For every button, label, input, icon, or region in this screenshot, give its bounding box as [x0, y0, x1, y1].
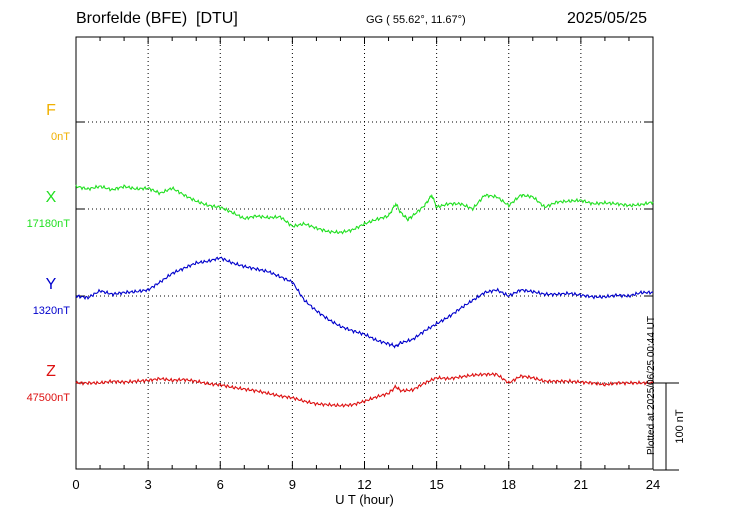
trace-x [75, 184, 654, 235]
x-tick-label: 9 [289, 477, 296, 492]
x-tick-label: 18 [502, 477, 516, 492]
series-name-f: F [46, 102, 56, 119]
x-tick-label: 3 [145, 477, 152, 492]
x-tick-label: 0 [72, 477, 79, 492]
x-axis-title: U T (hour) [335, 492, 394, 507]
date-label: 2025/05/25 [567, 10, 648, 27]
series-name-z: Z [46, 363, 56, 380]
trace-y [75, 256, 654, 349]
baseline-label-y: 1320nT [33, 305, 71, 317]
series-name-x: X [46, 189, 57, 206]
station-title: Brorfelde (BFE) [DTU] [76, 10, 238, 28]
baseline-label-x: 17180nT [27, 218, 71, 230]
series-name-y: Y [46, 276, 57, 293]
institute-label: [DTU] [196, 10, 238, 27]
baseline-label-f: 0nT [51, 131, 70, 143]
trace-z [75, 372, 654, 408]
scale-bar-label: 100 nT [674, 409, 686, 444]
plotted-timestamp: Plotted at 2025/06/25 00:44 UT [646, 316, 657, 455]
station-name: Brorfelde (BFE) [76, 10, 188, 27]
x-tick-label: 24 [646, 477, 660, 492]
coordinates-label: GG ( 55.62°, 11.67°) [366, 14, 466, 26]
x-tick-label: 12 [357, 477, 371, 492]
x-tick-label: 15 [429, 477, 443, 492]
baseline-label-z: 47500nT [27, 392, 71, 404]
x-tick-label: 6 [217, 477, 224, 492]
x-tick-label: 21 [574, 477, 588, 492]
